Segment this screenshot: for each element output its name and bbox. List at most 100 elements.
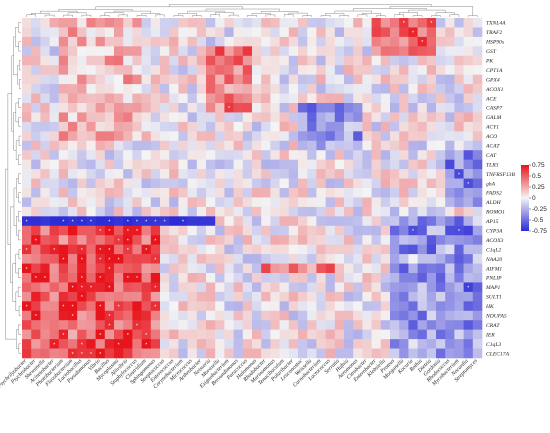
heatmap-cell — [344, 74, 354, 85]
heatmap-cell — [288, 178, 299, 189]
heatmap-cell — [408, 310, 418, 321]
heatmap-cell — [288, 74, 299, 85]
heatmap-cell — [233, 18, 244, 28]
heatmap-cell — [454, 301, 464, 312]
heatmap-cell — [68, 159, 78, 170]
heatmap-cell — [307, 150, 317, 160]
heatmap-cell — [344, 65, 354, 75]
heatmap-cell — [472, 18, 483, 28]
significance-mark: * — [154, 238, 156, 244]
heatmap-cell — [150, 348, 161, 359]
heatmap-cell — [95, 36, 106, 47]
heatmap-cell — [31, 27, 41, 38]
heatmap-cell — [316, 188, 326, 198]
significance-mark: * — [127, 220, 129, 226]
heatmap-cell — [22, 65, 32, 75]
significance-mark: * — [145, 220, 147, 226]
heatmap-cell — [206, 339, 216, 349]
heatmap-cell — [353, 46, 363, 57]
heatmap-cell — [426, 206, 437, 217]
heatmap-cell — [472, 84, 483, 94]
heatmap-cell — [150, 291, 161, 302]
heatmap-cell — [353, 65, 363, 75]
heatmap-cell — [353, 310, 363, 321]
heatmap-cell — [77, 254, 87, 264]
significance-mark: * — [62, 220, 64, 226]
heatmap-cell — [160, 150, 170, 160]
heatmap-cell — [463, 235, 474, 245]
heatmap-cell — [380, 273, 391, 283]
heatmap-cell — [104, 112, 115, 123]
heatmap-cell — [261, 27, 271, 38]
heatmap-cell — [104, 150, 115, 160]
dendrogram-branch — [10, 206, 14, 283]
heatmap-cell — [445, 339, 455, 349]
legend-tick-label: 0 — [532, 195, 536, 202]
heatmap-cell — [242, 46, 253, 57]
heatmap-cell — [353, 27, 363, 38]
heatmap-cell — [58, 273, 69, 283]
heatmap-cell — [196, 169, 207, 179]
heatmap-cell — [233, 254, 244, 264]
significance-mark: * — [108, 220, 110, 226]
significance-mark: * — [118, 342, 120, 348]
heatmap-cell — [325, 169, 336, 179]
heatmap-cell — [270, 140, 280, 151]
heatmap-cell — [390, 112, 400, 123]
heatmap-cell — [316, 74, 326, 85]
row-label: ACE — [485, 96, 497, 102]
heatmap-cell — [307, 197, 317, 208]
heatmap-cell — [68, 235, 78, 245]
heatmap-cell — [68, 310, 78, 321]
heatmap-cell — [224, 169, 234, 179]
heatmap-cell — [95, 103, 106, 113]
dendrogram-branch — [357, 14, 368, 17]
heatmap-cell — [86, 310, 96, 321]
heatmap-cell — [298, 36, 308, 47]
heatmap-cell — [215, 216, 225, 227]
heatmap-cell — [279, 282, 290, 293]
heatmap-cell — [169, 310, 179, 321]
heatmap-cell — [49, 112, 60, 123]
heatmap-cell — [334, 112, 345, 123]
heatmap-cell — [86, 235, 96, 245]
heatmap-cell — [58, 291, 69, 302]
heatmap-cell — [371, 36, 382, 47]
heatmap-cell — [472, 225, 483, 236]
heatmap-cell — [206, 310, 216, 321]
heatmap-cell — [77, 93, 87, 104]
heatmap-cell — [390, 27, 400, 38]
heatmap-cell — [132, 348, 142, 359]
heatmap-cell — [77, 216, 87, 227]
significance-mark: * — [26, 220, 28, 226]
heatmap-cell — [445, 169, 455, 179]
heatmap-cell — [58, 235, 69, 245]
heatmap-cell — [242, 348, 253, 359]
heatmap-cell — [325, 310, 336, 321]
heatmap-cell — [68, 27, 78, 38]
heatmap-cell — [242, 329, 253, 340]
heatmap-cell — [206, 103, 216, 113]
heatmap-cell — [353, 150, 363, 160]
heatmap-cell — [187, 84, 198, 94]
heatmap-cell — [316, 310, 326, 321]
heatmap-cell — [187, 74, 198, 85]
heatmap-cell — [371, 74, 382, 85]
heatmap-cell — [325, 329, 336, 340]
heatmap-cell — [132, 235, 142, 245]
heatmap-cell — [408, 254, 418, 264]
heatmap-cell — [233, 93, 244, 104]
heatmap-cell — [160, 121, 170, 132]
heatmap-cell — [344, 46, 354, 57]
heatmap-cell — [334, 254, 345, 264]
heatmap-cell — [417, 216, 428, 227]
heatmap-cell — [114, 55, 124, 66]
heatmap-cell — [417, 329, 428, 340]
heatmap-cell — [242, 301, 253, 312]
heatmap-cell — [22, 348, 32, 359]
dendrogram-branch — [325, 12, 345, 16]
row-label: GALM — [486, 115, 502, 121]
heatmap-cell — [325, 131, 336, 142]
heatmap-cell — [206, 74, 216, 85]
heatmap-cell — [132, 159, 142, 170]
